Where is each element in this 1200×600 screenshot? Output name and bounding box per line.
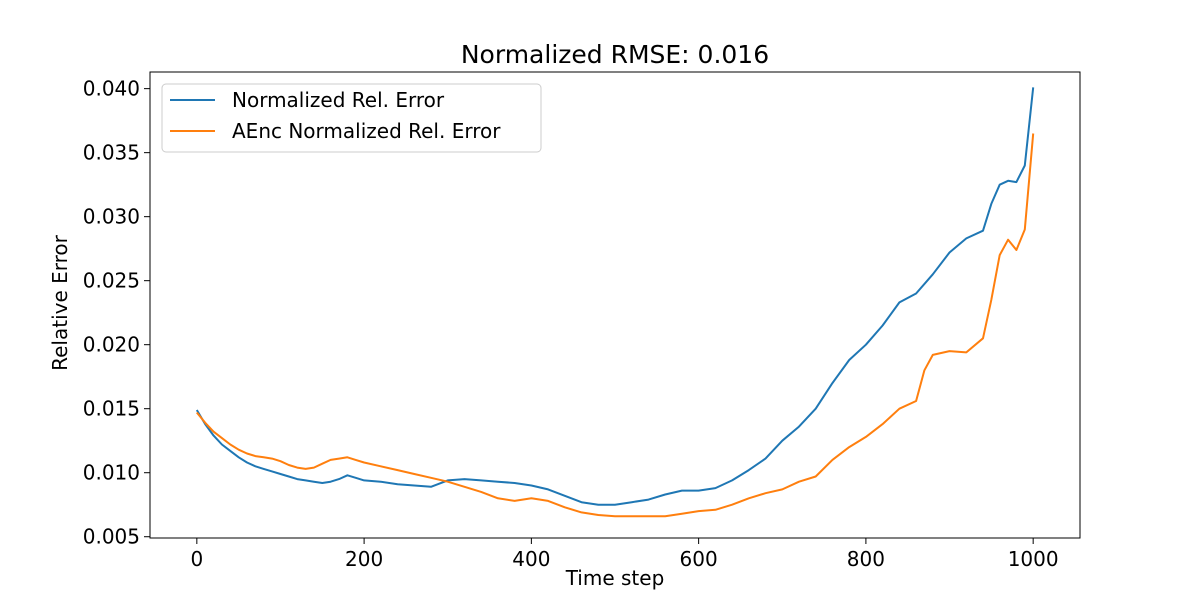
x-tick-label: 400: [512, 547, 550, 571]
legend: Normalized Rel. Error AEnc Normalized Rel…: [161, 83, 542, 153]
x-tick-label: 600: [680, 547, 718, 571]
y-tick-label: 0.015: [83, 397, 140, 421]
y-axis-ticks: 0.005 0.010 0.015 0.020 0.025 0.030 0.035 0.040: [83, 77, 150, 549]
y-tick-label: 0.005: [83, 525, 140, 549]
x-axis-label: Time step: [565, 566, 665, 590]
legend-entry: AEnc Normalized Rel. Error: [232, 119, 501, 143]
legend-box: [161, 83, 542, 153]
series-line-1: [195, 87, 1035, 506]
plot-frame: [149, 71, 1081, 539]
y-tick-label: 0.040: [83, 77, 140, 101]
y-tick-label: 0.020: [83, 333, 140, 357]
x-tick-label: 200: [345, 547, 383, 571]
y-tick-label: 0.025: [83, 269, 140, 293]
plot-area: [149, 71, 1081, 539]
x-tick-label: 1000: [1008, 547, 1059, 571]
y-tick-label: 0.035: [83, 141, 140, 165]
y-tick-label: 0.010: [83, 461, 140, 485]
x-tick-label: 0: [190, 547, 203, 571]
x-tick-label: 800: [847, 547, 885, 571]
legend-entry: Normalized Rel. Error: [232, 88, 445, 112]
y-axis-label: Relative Error: [48, 234, 72, 371]
chart-title: Normalized RMSE: 0.016: [461, 40, 769, 69]
y-tick-label: 0.030: [83, 205, 140, 229]
series-line-2: [196, 133, 1035, 518]
x-axis-ticks: 0 200 400 600 800 1000: [190, 538, 1059, 571]
